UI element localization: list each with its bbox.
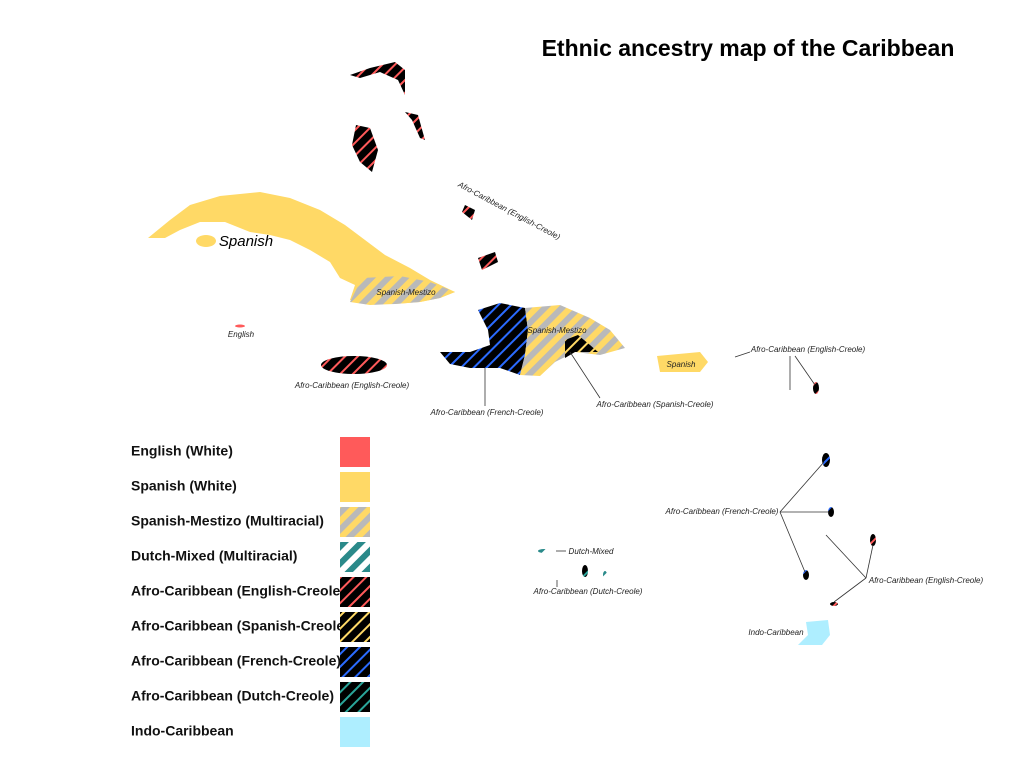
cayman <box>235 324 245 328</box>
legend-label: Dutch-Mixed (Multiracial) <box>131 548 297 564</box>
legend-label: Afro-Caribbean (Dutch-Creole) <box>131 688 334 704</box>
jamaica <box>321 356 387 374</box>
barbados <box>870 534 876 546</box>
map-label: Spanish-Mestizo <box>376 288 436 297</box>
legend-label: Afro-Caribbean (English-Creole) <box>131 583 345 599</box>
legend-swatch <box>340 542 370 572</box>
map-label: Spanish <box>667 360 696 369</box>
map-label: Afro-Caribbean (Spanish-Creole) <box>596 400 714 409</box>
legend-swatch <box>340 717 370 747</box>
map-label: Afro-Caribbean (Dutch-Creole) <box>533 587 643 596</box>
antigua <box>813 382 819 394</box>
map-label: Spanish-Mestizo <box>527 326 587 335</box>
map-title: Ethnic ancestry map of the Caribbean <box>542 35 955 61</box>
isle-of-youth <box>196 235 216 247</box>
bonaire <box>603 571 607 579</box>
legend-label: Spanish-Mestizo (Multiracial) <box>131 513 324 529</box>
cuba-east <box>350 276 455 305</box>
legend-label: Afro-Caribbean (French-Creole) <box>131 653 341 669</box>
legend-label: Indo-Caribbean <box>131 723 234 739</box>
legend: English (White) Spanish (White) Spanish-… <box>131 437 370 747</box>
legend-swatch <box>340 472 370 502</box>
bahamas-4 <box>478 252 498 270</box>
curacao <box>582 565 588 577</box>
map-label: Afro-Caribbean (French-Creole) <box>665 507 779 516</box>
map-label: Afro-Caribbean (French-Creole) <box>430 408 544 417</box>
map-label: Afro-Caribbean (English-Creole) <box>294 381 410 390</box>
guadeloupe <box>822 453 830 467</box>
legend-swatch <box>340 507 370 537</box>
legend-label: Afro-Caribbean (Spanish-Creole) <box>131 618 349 634</box>
map-label: Spanish <box>219 233 273 250</box>
cuba <box>148 192 455 304</box>
legend-swatch <box>340 437 370 467</box>
martinique <box>828 507 834 517</box>
map-label: Afro-Caribbean (English-Creole) <box>868 576 984 585</box>
map-label: Dutch-Mixed <box>569 547 614 556</box>
trinidad <box>798 620 830 645</box>
bahamas-2 <box>352 125 378 172</box>
map-label: Indo-Caribbean <box>748 628 804 637</box>
map-label: English <box>228 330 255 339</box>
french-guiana-isle <box>803 570 809 580</box>
dr-creole <box>565 335 598 358</box>
legend-swatch <box>340 612 370 642</box>
legend-label: English (White) <box>131 443 233 459</box>
bahamas-3 <box>405 112 425 140</box>
tobago <box>830 602 838 606</box>
haiti <box>440 303 528 375</box>
puerto-rico <box>657 352 708 372</box>
map-label: Afro-Caribbean (English-Creole) <box>750 345 866 354</box>
islands <box>148 62 876 645</box>
bahamas-5 <box>462 205 475 220</box>
bahamas-1 <box>350 62 405 95</box>
legend-swatch <box>340 647 370 677</box>
legend-label: Spanish (White) <box>131 478 237 494</box>
legend-swatch <box>340 682 370 712</box>
aruba <box>538 549 550 553</box>
leader-lines <box>484 351 874 603</box>
legend-swatch <box>340 577 370 607</box>
